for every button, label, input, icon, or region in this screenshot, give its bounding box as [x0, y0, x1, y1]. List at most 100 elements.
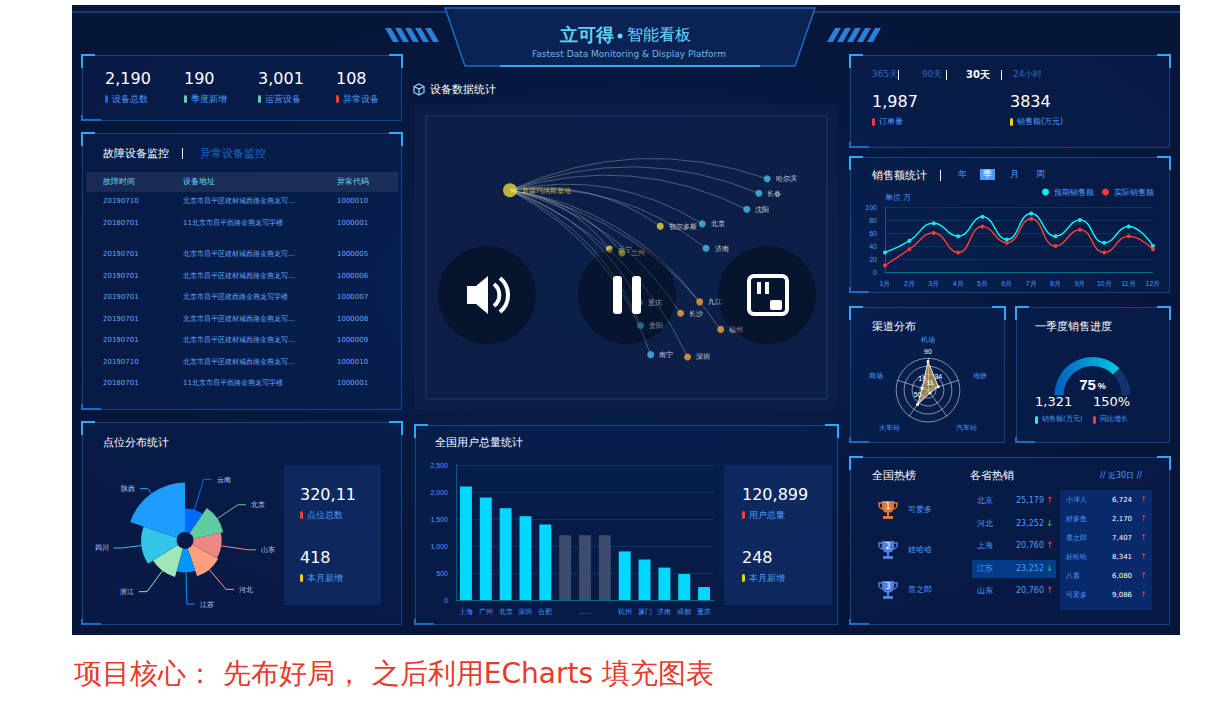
svg-text:河北: 河北	[239, 586, 253, 593]
svg-text:80: 80	[869, 217, 877, 224]
svg-text:2,000: 2,000	[430, 489, 448, 496]
svg-text:九江: 九江	[708, 298, 722, 305]
svg-text:......: ......	[579, 608, 591, 615]
svg-text:100: 100	[865, 204, 877, 211]
svg-text:上海: 上海	[459, 608, 473, 615]
svg-text:新疆玛纳斯基地: 新疆玛纳斯基地	[522, 187, 571, 194]
html-text:1,987: 1,987	[872, 92, 918, 111]
html-text:异常设备监控: 异常设备监控	[200, 147, 266, 160]
html-text:一季度销售进度: 一季度销售进度	[1035, 320, 1112, 333]
svg-text:0: 0	[873, 269, 877, 276]
svg-text:1月: 1月	[880, 280, 891, 287]
svg-text:%: %	[1098, 381, 1106, 391]
svg-text:哈尔滨: 哈尔滨	[776, 175, 797, 183]
html-text:3,001: 3,001	[258, 69, 304, 88]
svg-text:6月: 6月	[1001, 280, 1012, 287]
svg-text:11: 11	[926, 379, 933, 386]
svg-text:单位 万: 单位 万	[885, 193, 911, 202]
svg-text:广州: 广州	[479, 608, 493, 615]
svg-text:云南: 云南	[217, 476, 231, 483]
svg-text:北京: 北京	[499, 608, 513, 615]
svg-text:2: 2	[885, 542, 890, 551]
svg-text:深圳: 深圳	[696, 353, 710, 360]
svg-text:实际销售额: 实际销售额	[1114, 188, 1154, 197]
svg-text:9月: 9月	[1074, 280, 1085, 287]
svg-text:四川: 四川	[95, 544, 109, 551]
svg-text:南宁: 南宁	[659, 351, 673, 358]
svg-text:3: 3	[885, 582, 890, 591]
svg-text:重庆: 重庆	[648, 299, 662, 306]
svg-text:济南: 济南	[715, 245, 729, 253]
html-text:点位分布统计: 点位分布统计	[103, 436, 169, 449]
html-text:2,190: 2,190	[105, 69, 151, 88]
svg-text:长沙: 长沙	[689, 310, 703, 318]
svg-text:合肥: 合肥	[538, 608, 552, 615]
svg-text:浙江: 浙江	[120, 588, 134, 595]
svg-text:长春: 长春	[767, 190, 781, 197]
svg-text:500: 500	[436, 570, 448, 577]
svg-text:40: 40	[869, 243, 877, 250]
svg-text:杭州: 杭州	[617, 608, 632, 615]
svg-text:陕西: 陕西	[121, 485, 135, 492]
html-text:销售额统计: 销售额统计	[872, 169, 927, 182]
svg-text:2月: 2月	[904, 280, 915, 287]
html-text:1,321: 1,321	[1035, 394, 1073, 409]
svg-text:深圳: 深圳	[518, 608, 532, 615]
svg-text:75: 75	[1079, 376, 1096, 393]
svg-text:10月: 10月	[1097, 280, 1112, 287]
html-text:故障设备监控: 故障设备监控	[103, 147, 169, 160]
svg-text:12月: 12月	[1146, 280, 1161, 287]
html-text:3834: 3834	[1010, 92, 1051, 111]
html-text:108: 108	[336, 69, 367, 88]
svg-text:鄂尔多斯: 鄂尔多斯	[669, 223, 697, 230]
svg-text:商场: 商场	[869, 372, 883, 379]
html-text:248: 248	[742, 548, 773, 567]
html-text:190: 190	[184, 69, 215, 88]
svg-text:0: 0	[444, 597, 448, 604]
svg-text:34: 34	[934, 373, 942, 380]
svg-text:3月: 3月	[928, 280, 939, 287]
svg-text:4月: 4月	[953, 280, 964, 287]
svg-text:2,500: 2,500	[430, 462, 448, 469]
html-text:320,11: 320,11	[300, 485, 356, 504]
svg-text:8月: 8月	[1050, 280, 1061, 287]
html-text:150%: 150%	[1093, 394, 1131, 409]
svg-text:山东: 山东	[261, 546, 275, 553]
svg-text:济南: 济南	[657, 608, 671, 616]
html-text:智能看板: 智能看板	[627, 25, 691, 44]
svg-text:机场: 机场	[921, 336, 935, 343]
html-text:418: 418	[300, 548, 331, 567]
svg-text:1,000: 1,000	[430, 543, 448, 550]
svg-text:沈阳: 沈阳	[755, 206, 769, 213]
svg-text:重庆: 重庆	[697, 608, 711, 615]
svg-text:1: 1	[885, 502, 890, 511]
svg-text:7月: 7月	[1026, 280, 1037, 287]
svg-text:11月: 11月	[1121, 280, 1135, 287]
svg-text:60: 60	[869, 230, 877, 237]
svg-text:19: 19	[918, 375, 926, 382]
svg-text:贵阳: 贵阳	[649, 322, 663, 330]
svg-text:火车站: 火车站	[879, 424, 900, 431]
svg-text:1,500: 1,500	[430, 516, 448, 523]
svg-text:厦门: 厦门	[638, 608, 652, 616]
svg-text:预期销售额: 预期销售额	[1054, 188, 1094, 197]
html-text:项目核心： 先布好局， 之后利用ECharts 填充图表: 项目核心： 先布好局， 之后利用ECharts 填充图表	[74, 657, 714, 690]
html-text:全国用户总量统计: 全国用户总量统计	[435, 436, 523, 449]
svg-text:90: 90	[924, 348, 932, 355]
svg-text:地铁: 地铁	[972, 372, 987, 379]
html-text:立可得: 立可得	[560, 24, 614, 45]
svg-text:西宁: 西宁	[618, 246, 632, 253]
svg-text:成都: 成都	[677, 608, 691, 615]
svg-text:56: 56	[914, 391, 922, 398]
svg-text:5月: 5月	[977, 280, 988, 287]
html-text:渠道分布: 渠道分布	[872, 320, 916, 333]
svg-text:汽车站: 汽车站	[956, 424, 977, 431]
svg-text:北京: 北京	[711, 220, 725, 227]
svg-text:江苏: 江苏	[200, 601, 214, 608]
svg-text:兰州: 兰州	[631, 249, 645, 256]
svg-text:20: 20	[869, 256, 877, 263]
html-text:设备数据统计: 设备数据统计	[430, 83, 496, 96]
svg-text:北京: 北京	[251, 501, 265, 508]
html-text:120,899: 120,899	[742, 485, 809, 504]
svg-text:福州: 福州	[729, 326, 743, 333]
